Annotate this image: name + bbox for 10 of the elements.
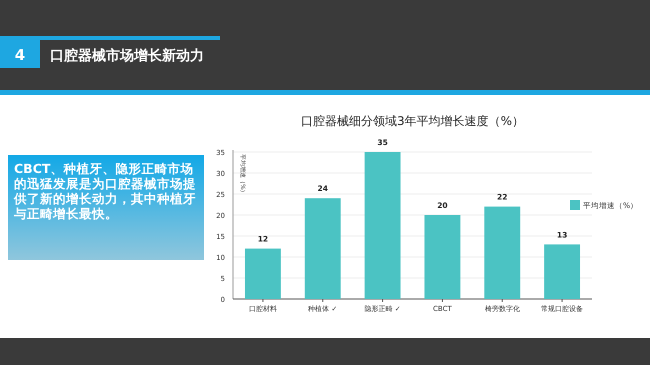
bar	[304, 198, 341, 299]
bar	[244, 248, 281, 299]
bar	[364, 152, 401, 299]
chart-title: 口腔器械细分领域3年平均增长速度（%）	[300, 114, 524, 128]
text: 4	[14, 46, 26, 64]
bar	[424, 215, 460, 299]
text: CBCT、种植牙、隐形正畸市场的迅猛发展是为口腔器械市场提供了新的增长动力，其中种植牙与正畸增长最快。	[8, 155, 204, 260]
bar	[484, 206, 520, 299]
text: 口腔器械市场增长新动力	[50, 47, 204, 64]
bar	[544, 244, 580, 299]
